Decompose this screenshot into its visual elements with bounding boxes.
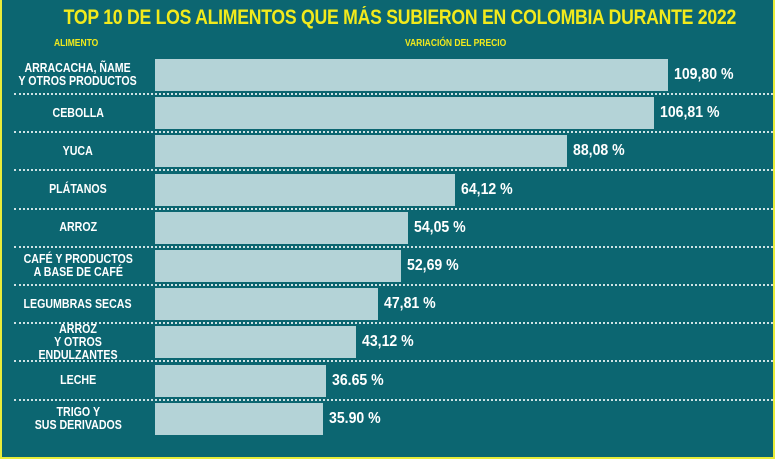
value-label: 43,12 % xyxy=(362,333,415,351)
row-separator xyxy=(14,93,773,95)
category-label: CAFÉ Y PRODUCTOS A BASE DE CAFÉ xyxy=(23,252,133,279)
bar xyxy=(155,135,567,168)
category-label: YUCA xyxy=(62,143,94,158)
bar xyxy=(155,402,323,435)
value-label: 64,12 % xyxy=(460,180,513,198)
bar xyxy=(155,173,455,206)
bar xyxy=(155,59,668,91)
value-label: 88,08 % xyxy=(572,142,625,160)
value-label: 109,80 % xyxy=(674,66,734,83)
value-label: 47,81 % xyxy=(384,295,437,313)
row-separator xyxy=(14,245,773,248)
row-separator xyxy=(14,398,773,401)
row-separator xyxy=(14,169,773,172)
category-label: LECHE xyxy=(59,373,97,388)
bar xyxy=(155,364,327,397)
row-separator xyxy=(14,322,773,325)
bar xyxy=(155,250,402,282)
category-label: ARRACACHA, ÑAME Y OTROS PRODUCTOS xyxy=(18,61,138,88)
value-label: 52,69 % xyxy=(407,257,459,274)
row-separator xyxy=(14,360,773,363)
chart-title: TOP 10 DE LOS ALIMENTOS QUE MÁS SUBIERON… xyxy=(63,6,737,29)
value-label: 54,05 % xyxy=(413,218,466,236)
category-label: ARROZ Y OTROS ENDULZANTES xyxy=(38,321,118,362)
category-label: ARROZ xyxy=(59,220,97,235)
bar xyxy=(155,97,655,130)
category-label: CEBOLLA xyxy=(52,105,104,120)
category-header: ALIMENTO xyxy=(54,38,99,49)
value-label: 35.90 % xyxy=(328,409,381,427)
bar xyxy=(155,326,357,359)
value-label: 36.65 % xyxy=(332,371,384,389)
category-label: PLÁTANOS xyxy=(49,182,107,197)
row-separator xyxy=(14,207,773,210)
bar xyxy=(155,211,408,244)
bar xyxy=(155,288,379,321)
value-header: VARIACIÓN DEL PRECIO xyxy=(405,38,507,49)
row-separator xyxy=(14,131,773,134)
category-label: LEGUMBRAS SECAS xyxy=(23,296,133,311)
category-label: TRIGO Y SUS DERIVADOS xyxy=(34,404,122,432)
row-separator xyxy=(14,284,773,286)
value-label: 106,81 % xyxy=(660,104,720,122)
